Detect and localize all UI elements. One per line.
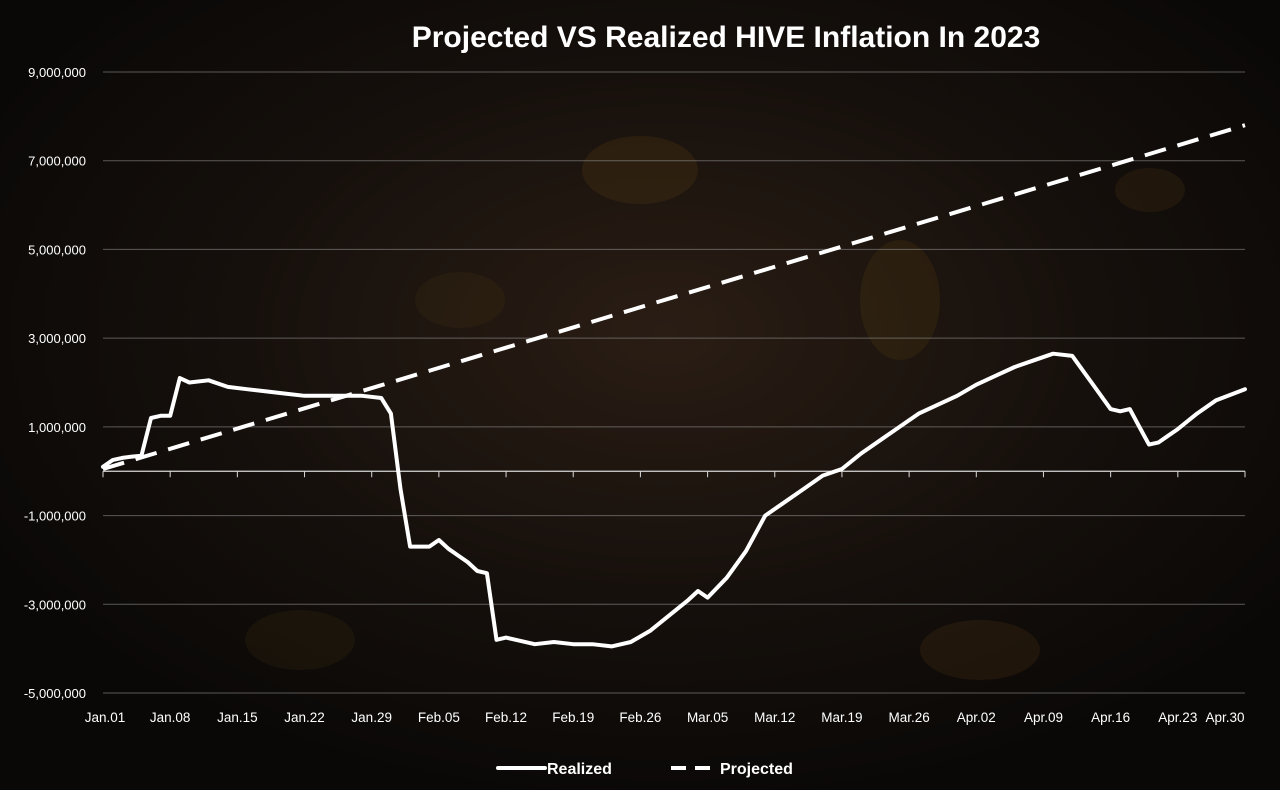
x-tick-label: Jan.29 bbox=[351, 710, 392, 725]
series-line-realized bbox=[101, 351, 1247, 649]
x-tick-label: Mar.05 bbox=[687, 710, 728, 725]
x-tick-label: Jan.15 bbox=[217, 710, 258, 725]
y-tick-label: 5,000,000 bbox=[28, 242, 86, 257]
x-tick-label: Jan.22 bbox=[284, 710, 325, 725]
y-tick-label: -3,000,000 bbox=[24, 597, 86, 612]
chart-title: Projected VS Realized HIVE Inflation In … bbox=[412, 21, 1041, 54]
x-tick-label: Jan.08 bbox=[150, 710, 191, 725]
x-tick-label: Apr.23 bbox=[1158, 710, 1197, 725]
x-tick-label: Apr.30 bbox=[1205, 710, 1244, 725]
y-tick-label: 9,000,000 bbox=[28, 65, 86, 80]
y-axis-ticks: -5,000,000 -3,000,000 -1,000,000 1,000,000 3… bbox=[24, 65, 86, 701]
series-line-projected bbox=[102, 123, 1246, 471]
legend-label-realized: Realized bbox=[547, 761, 612, 778]
x-tick-label: Feb.05 bbox=[418, 710, 460, 725]
y-tick-label: -1,000,000 bbox=[24, 509, 86, 524]
y-tick-label: 1,000,000 bbox=[28, 420, 86, 435]
gridlines bbox=[103, 71, 1245, 694]
x-axis-ticks: Jan.01 Jan.08 Jan.15 Jan.22 Jan.29 Feb.05 Feb.… bbox=[85, 471, 1246, 725]
x-tick-label: Feb.12 bbox=[485, 710, 527, 725]
y-tick-label: 7,000,000 bbox=[28, 154, 86, 169]
x-tick-label: Jan.01 bbox=[85, 710, 126, 725]
x-tick-label: Mar.12 bbox=[754, 710, 795, 725]
x-tick-label: Mar.19 bbox=[821, 710, 862, 725]
x-tick-label: Mar.26 bbox=[888, 710, 929, 725]
x-tick-label: Apr.02 bbox=[957, 710, 996, 725]
x-tick-label: Apr.09 bbox=[1024, 710, 1063, 725]
decorative-bees bbox=[245, 136, 1185, 680]
legend: Realized Projected bbox=[496, 761, 793, 778]
x-tick-label: Feb.19 bbox=[552, 710, 594, 725]
plot-series bbox=[101, 123, 1247, 649]
y-tick-label: 3,000,000 bbox=[28, 331, 86, 346]
y-tick-label: -5,000,000 bbox=[24, 686, 86, 701]
x-tick-label: Feb.26 bbox=[619, 710, 661, 725]
x-tick-label: Apr.16 bbox=[1091, 710, 1130, 725]
legend-label-projected: Projected bbox=[720, 761, 793, 778]
